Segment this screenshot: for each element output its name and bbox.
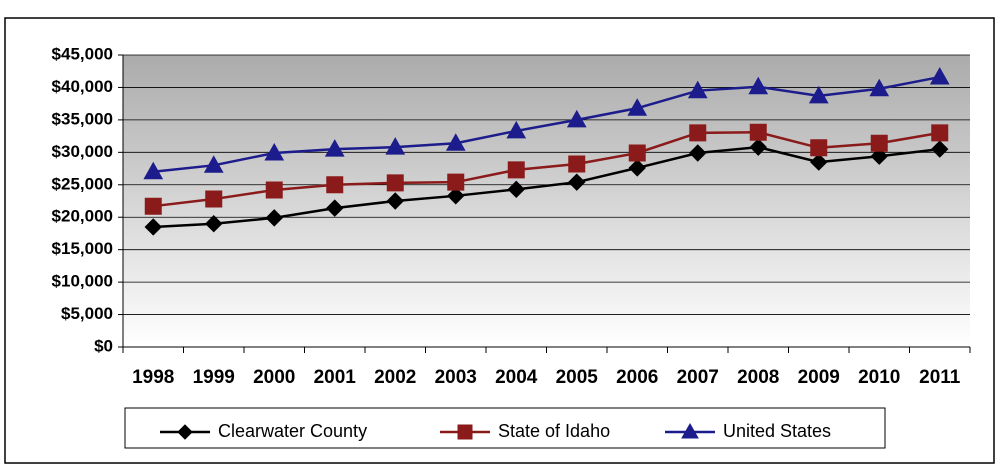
series-line — [153, 145, 940, 229]
marker — [144, 197, 162, 215]
legend-box — [124, 407, 886, 449]
marker — [870, 147, 888, 165]
marker — [264, 142, 285, 161]
marker — [627, 98, 648, 116]
marker — [447, 187, 465, 205]
series-line — [153, 75, 940, 174]
x-tick-label: 2009 — [798, 367, 840, 388]
marker — [507, 180, 525, 199]
legend-label: Clearwater County — [218, 421, 367, 441]
x-tick-label: 2010 — [858, 367, 900, 388]
marker — [566, 109, 587, 128]
marker — [203, 155, 224, 173]
marker — [810, 153, 828, 171]
x-tick-label: 2008 — [737, 367, 779, 388]
x-tick-label: 1998 — [132, 367, 174, 388]
marker — [628, 144, 646, 162]
marker — [810, 139, 828, 157]
marker — [144, 218, 162, 236]
marker — [929, 67, 950, 85]
marker — [265, 209, 283, 227]
marker — [687, 80, 708, 99]
x-tick-label: 2002 — [374, 367, 416, 388]
marker — [568, 173, 586, 191]
marker — [870, 134, 888, 152]
x-tick-label: 2006 — [616, 367, 658, 388]
x-tick-label: 2000 — [253, 367, 295, 388]
y-tick-label: $25,000 — [52, 174, 113, 193]
marker — [749, 138, 767, 156]
marker — [205, 190, 223, 208]
marker — [326, 176, 344, 194]
marker — [568, 155, 586, 173]
marker — [931, 124, 949, 142]
marker — [869, 78, 890, 97]
marker — [177, 424, 193, 440]
marker — [507, 161, 525, 179]
y-tick-label: $40,000 — [52, 77, 113, 96]
y-tick-label: $0 — [94, 336, 113, 355]
marker — [931, 140, 949, 158]
marker — [681, 422, 699, 439]
y-tick-label: $30,000 — [52, 142, 113, 161]
y-tick-label: $35,000 — [52, 109, 113, 128]
marker — [447, 173, 465, 191]
marker — [205, 215, 223, 233]
legend-label: United States — [723, 421, 831, 441]
marker — [265, 181, 283, 199]
y-tick-label: $5,000 — [61, 304, 113, 323]
y-tick-label: $15,000 — [52, 239, 113, 258]
x-tick-label: 2005 — [556, 367, 599, 388]
x-tick-label: 2011 — [919, 367, 961, 388]
marker — [386, 192, 404, 210]
marker — [749, 123, 767, 141]
marker — [445, 133, 466, 151]
marker — [689, 144, 707, 162]
y-tick-label: $45,000 — [52, 44, 113, 63]
y-tick-label: $10,000 — [52, 272, 113, 291]
series-line — [153, 130, 940, 208]
marker — [748, 76, 769, 95]
marker — [628, 159, 646, 177]
x-tick-label: 2004 — [495, 367, 538, 388]
marker — [326, 199, 344, 217]
marker — [457, 424, 473, 440]
marker — [386, 174, 404, 192]
marker — [385, 137, 406, 155]
x-tick-label: 2003 — [435, 367, 477, 388]
x-tick-label: 1999 — [193, 367, 235, 388]
legend-label: State of Idaho — [498, 421, 610, 441]
x-tick-label: 2007 — [677, 367, 719, 388]
marker — [689, 124, 707, 142]
marker — [143, 161, 164, 180]
x-tick-label: 2001 — [314, 367, 357, 388]
marker — [324, 139, 345, 157]
plot-area — [123, 55, 970, 347]
marker — [808, 85, 829, 104]
marker — [506, 120, 527, 139]
y-tick-label: $20,000 — [52, 207, 113, 226]
